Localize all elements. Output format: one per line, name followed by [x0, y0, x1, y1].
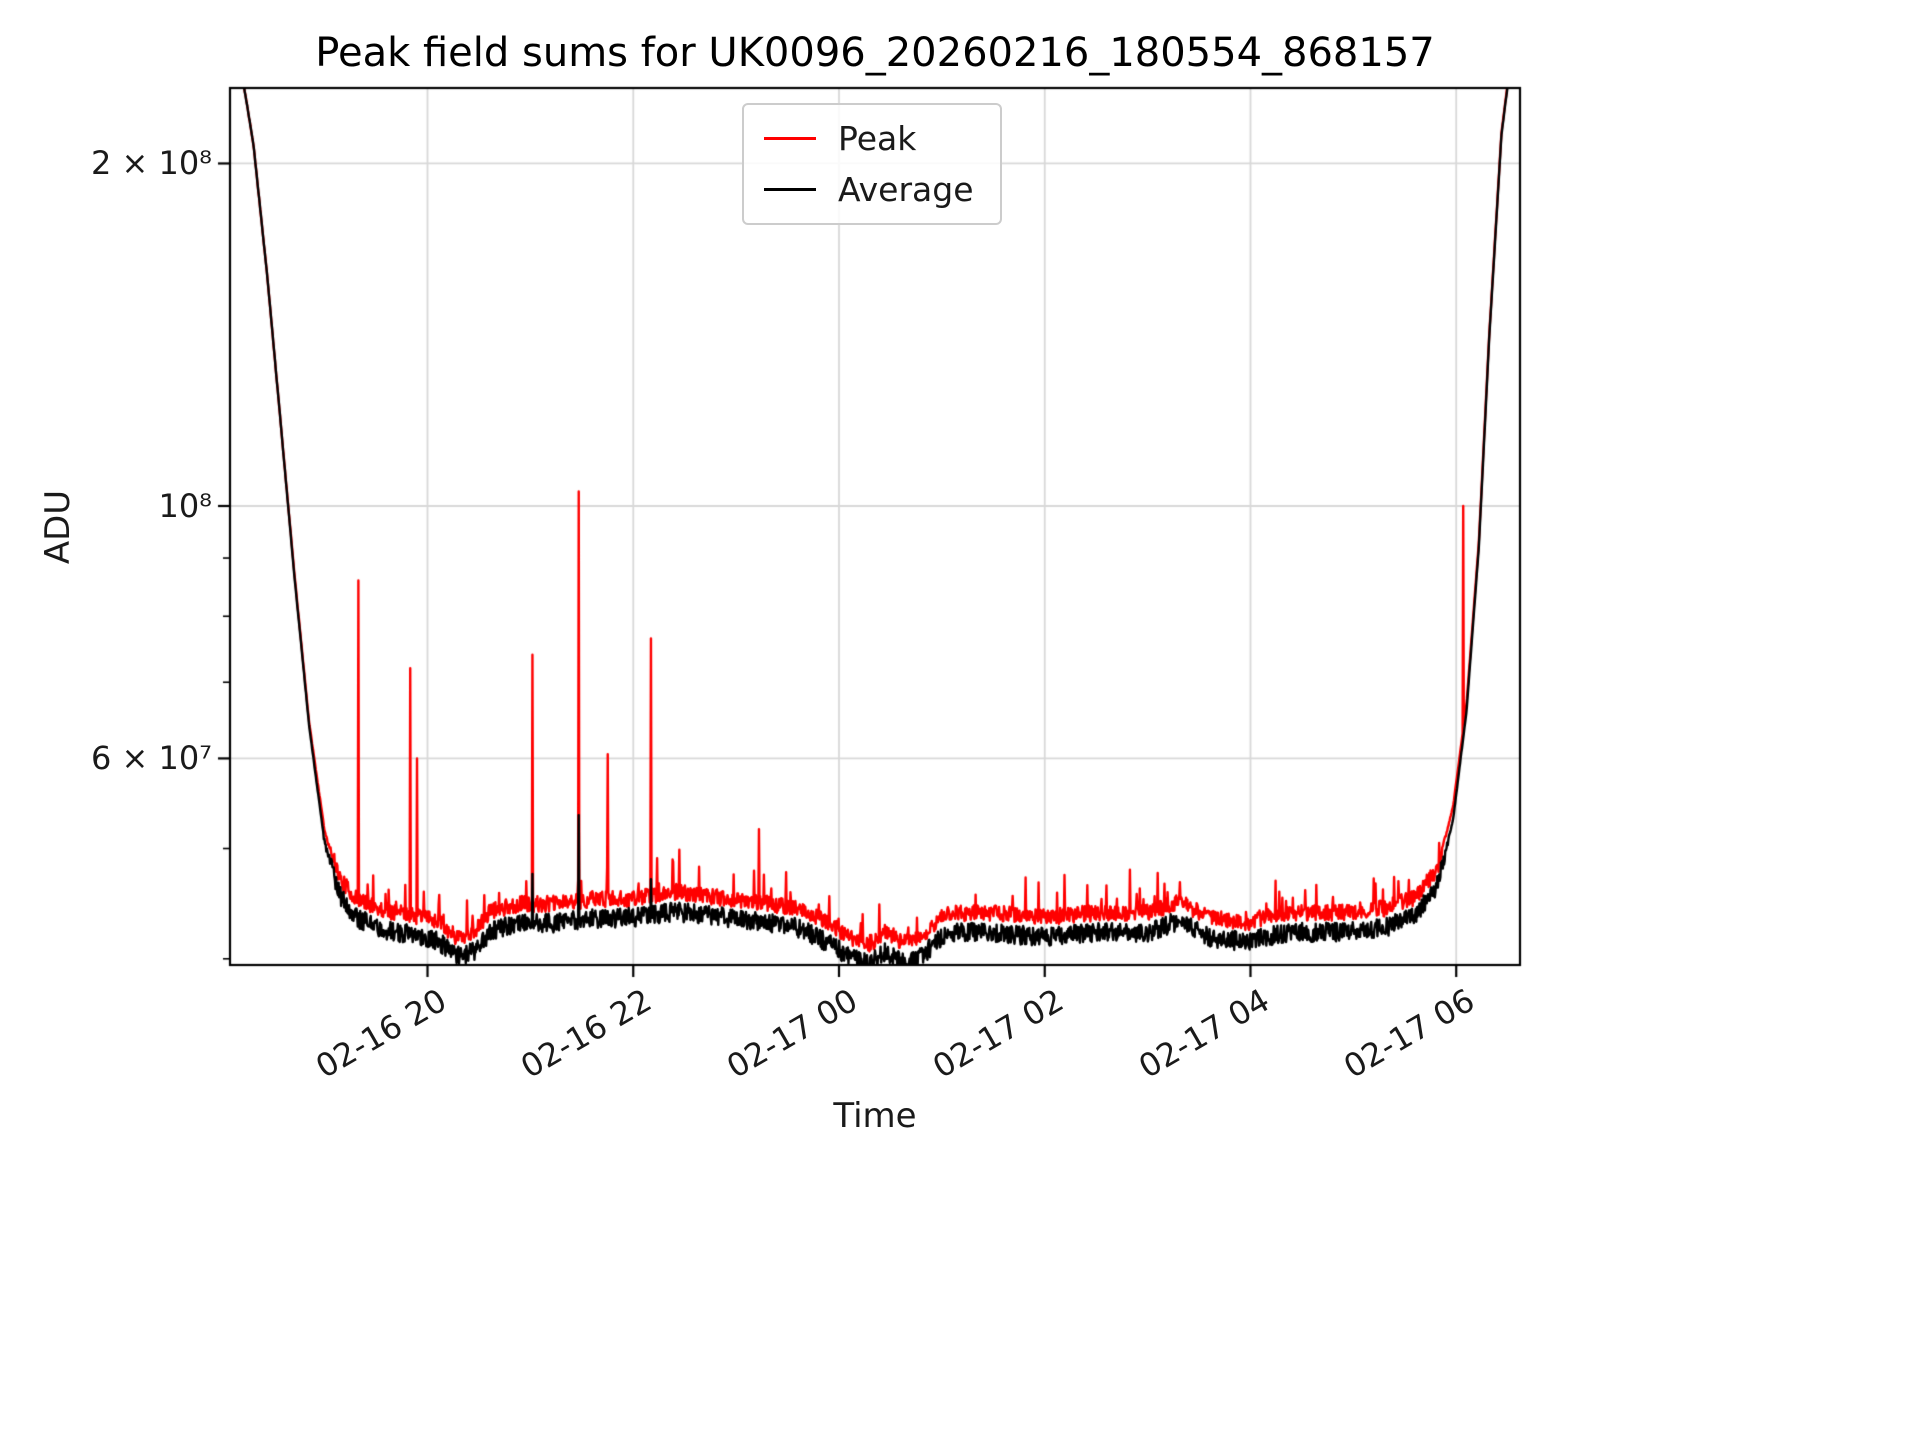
legend-entry-peak: Peak [764, 119, 974, 158]
legend-label-peak: Peak [838, 119, 917, 158]
y-tick-label-6e7: 6 × 10⁷ [90, 739, 212, 778]
y-tick-label-1e8: 10⁸ [158, 486, 212, 525]
chart-title: Peak field sums for UK0096_20260216_1805… [315, 30, 1435, 76]
legend-entry-average: Average [764, 170, 974, 209]
legend-label-average: Average [838, 170, 974, 209]
x-axis-label: Time [833, 1096, 917, 1136]
peak-line-swatch [764, 137, 816, 140]
average-line-swatch [764, 188, 816, 191]
y-tick-label-2e8: 2 × 10⁸ [90, 144, 212, 183]
legend: Peak Average [742, 103, 1002, 225]
